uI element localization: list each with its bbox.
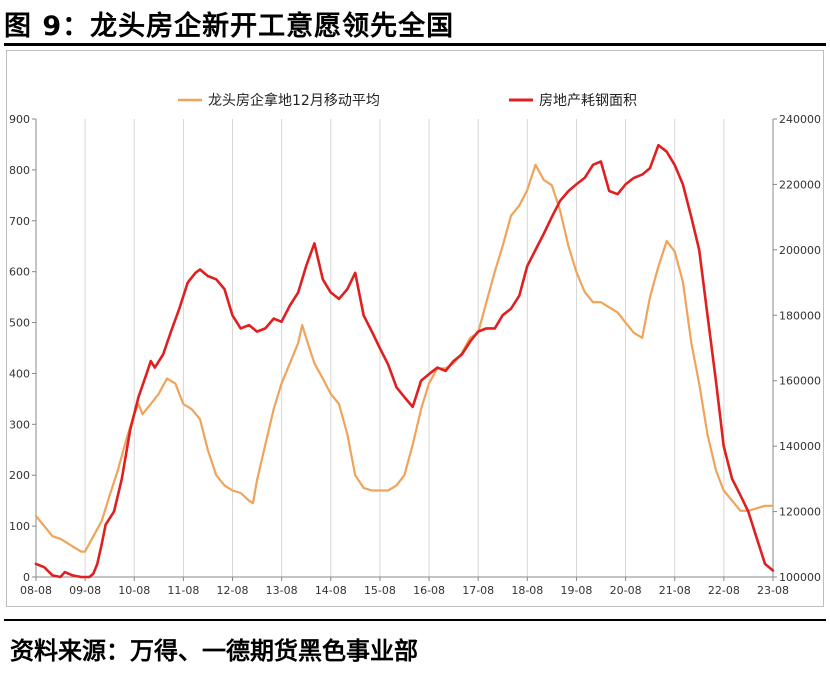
- bottom-rule: [4, 619, 826, 621]
- x-tick-label: 22-08: [708, 584, 740, 597]
- y-left-tick-label: 0: [23, 571, 30, 584]
- y-left-tick-label: 800: [9, 164, 30, 177]
- y-left-tick-label: 200: [9, 469, 30, 482]
- axes: 08-08 09-08 10-08 11-08 12-08 13-08 14-08 15-08…: [9, 113, 821, 597]
- y-right-tick-label: 140000: [779, 440, 821, 453]
- series-line-steel-area: [34, 143, 775, 579]
- x-tick-label: 15-08: [364, 584, 396, 597]
- x-tick-label: 23-08: [757, 584, 789, 597]
- legend-label: 龙头房企拿地12月移动平均: [208, 92, 380, 109]
- x-tick-label: 10-08: [118, 584, 150, 597]
- y-left-tick-label: 300: [9, 418, 30, 431]
- source-note: 资料来源：万得、一德期货黑色事业部: [10, 637, 418, 665]
- x-tick-label: 18-08: [511, 584, 543, 597]
- y-right-tick-label: 220000: [779, 178, 821, 191]
- top-rule: [4, 43, 826, 46]
- y-left-tick-label: 900: [9, 113, 30, 126]
- x-tick-label: 17-08: [462, 584, 494, 597]
- x-tick-label: 16-08: [413, 584, 445, 597]
- y-left-tick-label: 600: [9, 266, 30, 279]
- x-tick-label: 11-08: [167, 584, 199, 597]
- legend-label: 房地产耗钢面积: [539, 93, 637, 109]
- x-tick-label: 21-08: [659, 584, 691, 597]
- x-tick-label: 20-08: [610, 584, 642, 597]
- x-tick-label: 12-08: [217, 584, 249, 597]
- legend: 龙头房企拿地12月移动平均 房地产耗钢面积: [178, 92, 637, 109]
- y-right-tick-label: 100000: [779, 571, 821, 584]
- x-tick-label: 14-08: [315, 584, 347, 597]
- series-line-leading-developers: [34, 163, 774, 553]
- x-tick-label: 19-08: [560, 584, 592, 597]
- y-left-tick-label: 500: [9, 317, 30, 330]
- y-right-tick-label: 200000: [779, 244, 821, 257]
- x-tick-label: 09-08: [69, 584, 101, 597]
- x-tick-label: 13-08: [266, 584, 298, 597]
- series-lines: [34, 143, 775, 579]
- chart-frame: [6, 50, 824, 607]
- grid-lines: [35, 119, 774, 577]
- chart: 08-08 09-08 10-08 11-08 12-08 13-08 14-08 15-08…: [9, 92, 821, 597]
- figure-title: 图 9：龙头房企新开工意愿领先全国: [4, 11, 455, 42]
- y-left-tick-label: 700: [9, 215, 30, 228]
- y-right-tick-label: 180000: [779, 309, 821, 322]
- y-left-tick-label: 400: [9, 367, 30, 380]
- y-right-tick-label: 240000: [779, 113, 821, 126]
- y-right-tick-label: 120000: [779, 506, 821, 519]
- y-right-tick-label: 160000: [779, 375, 821, 388]
- x-tick-label: 08-08: [20, 584, 52, 597]
- y-left-tick-label: 100: [9, 520, 30, 533]
